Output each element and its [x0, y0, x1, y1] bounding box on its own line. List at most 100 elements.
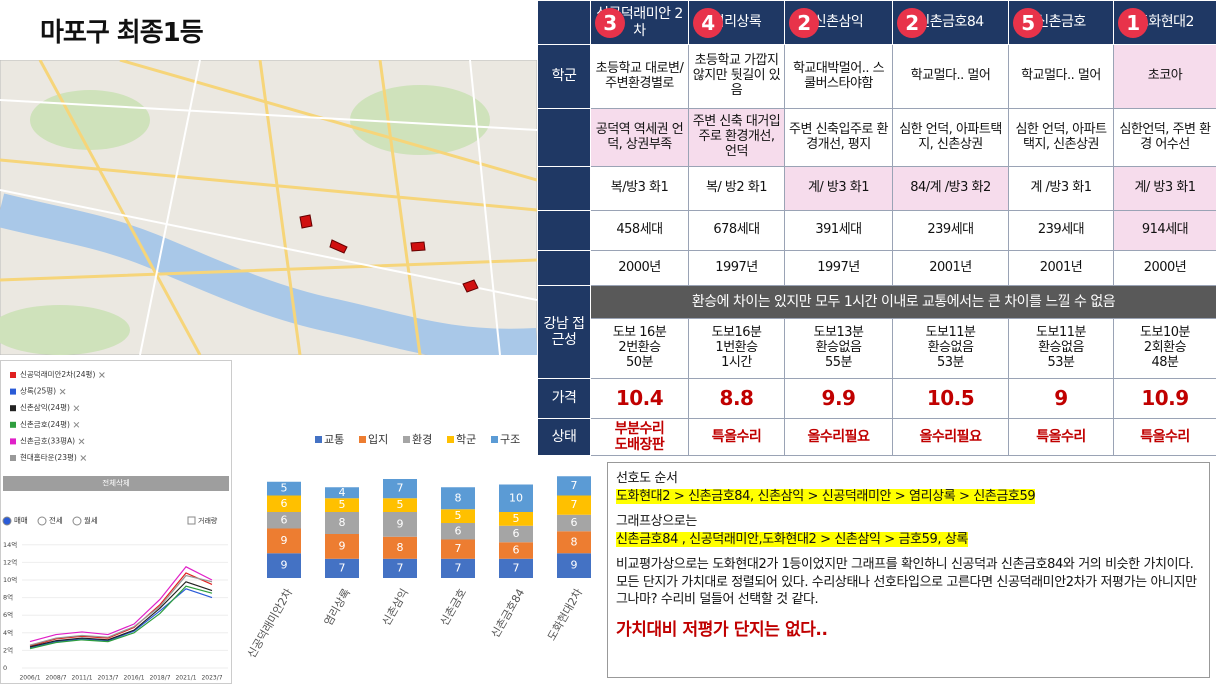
table-cell: 주변 신축 대거입주로 환경개선, 언덕 [688, 108, 785, 167]
apartment-marker [329, 239, 348, 254]
table-cell: 10.9 [1113, 378, 1216, 419]
data-row: 가격 10.4 8.8 9.9 10.5 9 10.9 [537, 378, 1216, 419]
notes-box: 선호도 순서 도화현대2 > 신촌금호84, 신촌삼익 > 신공덕래미안 > 염리… [607, 462, 1210, 678]
park [30, 90, 150, 150]
bar-segment [267, 481, 301, 496]
table-cell: 주변 신축입주로 환경개선, 평지 [784, 108, 893, 167]
legend-swatch [359, 436, 366, 443]
table-cell: 복/방3 화1 [590, 166, 689, 211]
notes-heading: 선호도 순서 [616, 471, 678, 486]
column-name: 신촌금호 [1036, 14, 1086, 31]
remove-series[interactable] [78, 438, 85, 445]
bar-value-label: 7 [455, 542, 462, 555]
bar-value-label: 5 [513, 512, 520, 525]
table-cell: 2000년 [590, 250, 689, 286]
x-tick-label: 2016/1 [123, 675, 144, 682]
mode-label: 전세 [49, 515, 63, 525]
bar-segment [267, 512, 301, 529]
legend-label: 상록(25평) [20, 386, 56, 396]
legend-swatch [403, 436, 410, 443]
table-cell: 678세대 [688, 210, 785, 251]
remove-series[interactable] [80, 455, 87, 461]
row-label [537, 108, 591, 167]
table-cell: 239세대 [892, 210, 1009, 251]
x-tick-label: 염리상록 [322, 587, 354, 629]
table-cell: 2001년 [892, 250, 1009, 286]
bar-segment [499, 542, 533, 559]
y-tick-label: 6억 [3, 611, 13, 619]
rank-badge: 1 [1118, 8, 1148, 38]
legend-label: 입지 [368, 433, 388, 446]
table-cell: 심한 언덕, 아파트택지, 신촌상권 [892, 108, 1009, 167]
bar-segment [499, 525, 533, 543]
legend-label: 신촌금호(33평A) [20, 435, 75, 445]
column-header: 염리상록 4 [688, 0, 785, 45]
table-cell: 특올수리 [688, 418, 785, 456]
apartment-marker [462, 279, 479, 293]
column-header: 신촌삼익 2 [784, 0, 893, 45]
price-line [29, 585, 213, 650]
remove-series[interactable] [73, 405, 80, 412]
remove-series[interactable] [73, 421, 80, 428]
bar-value-label: 7 [397, 561, 404, 574]
bar-segment [325, 558, 359, 578]
remove-series[interactable] [99, 372, 105, 378]
data-row: 학군 초등학교 대로변/주변환경별로 초등학교 가깝지 않지만 뒷길이 있음 학교대박… [537, 44, 1216, 109]
table-cell: 복/ 방2 화1 [688, 166, 785, 211]
bar-segment [557, 476, 591, 496]
mode-radio[interactable] [2, 516, 12, 526]
bar-value-label: 6 [513, 544, 520, 557]
page-title: 마포구 최종1등 [40, 18, 204, 48]
table-cell: 8.8 [688, 378, 785, 419]
y-tick-label: 8억 [3, 594, 13, 602]
bar-value-label: 6 [513, 527, 520, 540]
remove-series[interactable] [59, 388, 66, 395]
bar-segment [325, 487, 359, 499]
legend-swatch [10, 405, 16, 412]
x-tick-label: 2006/1 [19, 675, 40, 682]
notes-body: 비교평가상으로는 도화현대2가 1등이었지만 그래프를 확인하니 신공덕과 신촌… [616, 557, 1197, 608]
clear-button[interactable] [3, 476, 229, 491]
legend-swatch [10, 438, 16, 445]
bar-segment [499, 484, 533, 512]
bar-value-label: 7 [455, 561, 462, 574]
y-tick-label: 12억 [3, 558, 17, 566]
table-cell: 특올수리 [1113, 418, 1216, 456]
table-cell: 학교대박멀어.. 스쿨버스타야함 [784, 44, 893, 109]
table-cell: 올수리필요 [784, 418, 893, 456]
x-tick-label: 신촌금호 [438, 587, 470, 629]
bar-value-label: 6 [455, 524, 462, 537]
bar-segment [383, 479, 417, 499]
mode-radio[interactable] [72, 516, 82, 526]
comparison-table: 신공덕래미안 2차 3 염리상록 4 신촌삼익 2 신촌금호84 2 신촌금호 5 도화현대2 1 학군… [537, 0, 1216, 456]
legend-label: 현대홈타운(23평) [20, 452, 77, 462]
bar-value-label: 6 [281, 513, 288, 526]
bar-segment [441, 509, 475, 523]
corner-cell [537, 0, 591, 45]
clear-button-label: 전체삭제 [102, 478, 130, 488]
bar-value-label: 7 [571, 498, 578, 511]
map [0, 60, 537, 355]
table-cell: 391세대 [784, 210, 893, 251]
price-chart: 신공덕래미안2차(24평) 상록(25평) 신촌삼익(24평) 신촌금호(24평) 신촌… [0, 360, 232, 684]
bar-value-label: 9 [571, 559, 578, 572]
apartment-marker [410, 241, 426, 252]
legend-swatch [315, 436, 322, 443]
column-header: 신촌금호84 2 [892, 0, 1009, 45]
price-line [29, 566, 213, 643]
legend-label: 학군 [456, 433, 476, 446]
row-label: 가격 [537, 378, 591, 419]
mode-radio[interactable] [37, 516, 47, 526]
row-label: 학군 [537, 44, 591, 109]
table-cell: 10.4 [590, 378, 689, 419]
table-cell: 458세대 [590, 210, 689, 251]
notes-conclusion: 가치대비 저평가 단지는 없다.. [616, 619, 828, 640]
volume-checkbox[interactable] [187, 516, 196, 525]
legend-swatch [491, 436, 498, 443]
table-cell: 초등학교 가깝지 않지만 뒷길이 있음 [688, 44, 785, 109]
table-cell: 계/ 방3 화1 [784, 166, 893, 211]
legend-swatch [10, 372, 16, 378]
legend-label: 환경 [412, 433, 432, 446]
x-tick-label: 신촌삼익 [380, 587, 412, 629]
